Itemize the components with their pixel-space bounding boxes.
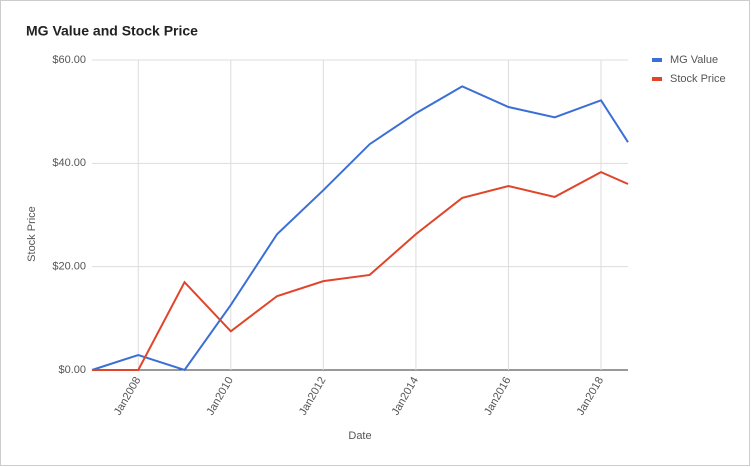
series-line [92,171,629,371]
legend-swatch [652,58,662,62]
y-tick-label: $40.00 [52,157,86,169]
legend-swatch [652,77,662,81]
y-tick-label: $0.00 [58,364,86,376]
series-line [91,85,629,372]
x-axis-label: Date [348,430,371,442]
legend-label: MG Value [670,54,718,66]
legend-label: Stock Price [670,73,726,85]
y-axis-label: Stock Price [26,206,38,262]
y-tick-label: $60.00 [52,54,86,66]
chart-title: MG Value and Stock Price [26,23,198,39]
y-tick-label: $20.00 [52,261,86,273]
